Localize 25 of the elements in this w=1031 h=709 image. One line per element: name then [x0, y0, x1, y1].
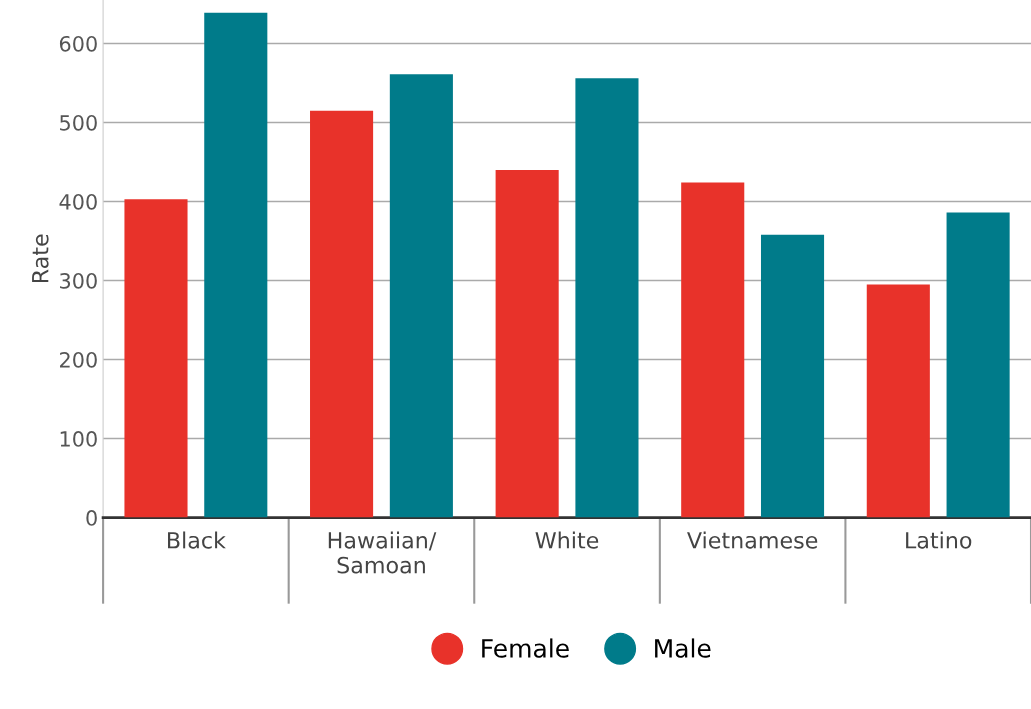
bar	[124, 199, 188, 518]
bar	[495, 169, 559, 518]
legend-label: Male	[655, 638, 711, 658]
bar	[204, 12, 268, 518]
bar	[389, 74, 453, 518]
bar	[946, 212, 1010, 518]
bar	[575, 78, 639, 518]
x-tick-label: White	[535, 531, 599, 549]
x-tick-label: Vietnamese	[687, 531, 818, 549]
y-tick-label: 200	[60, 351, 97, 368]
bar	[310, 110, 374, 518]
y-tick-label: 500	[60, 114, 97, 131]
bar	[681, 182, 745, 518]
x-tick-label: Hawaiian/ Samoan	[328, 531, 437, 574]
y-tick-label: 300	[60, 272, 97, 289]
bar	[760, 234, 825, 518]
y-axis-title: Rate	[32, 234, 49, 283]
x-tick-label: Black	[168, 531, 226, 549]
y-tick-label: 100	[60, 431, 97, 447]
y-tick-label: 400	[59, 193, 97, 210]
y-tick-label: 600	[59, 35, 97, 52]
bar	[866, 284, 930, 518]
x-tick-label: Latino	[906, 531, 972, 549]
legend-label: Female	[482, 638, 569, 658]
y-tick-label: 0	[86, 510, 97, 526]
